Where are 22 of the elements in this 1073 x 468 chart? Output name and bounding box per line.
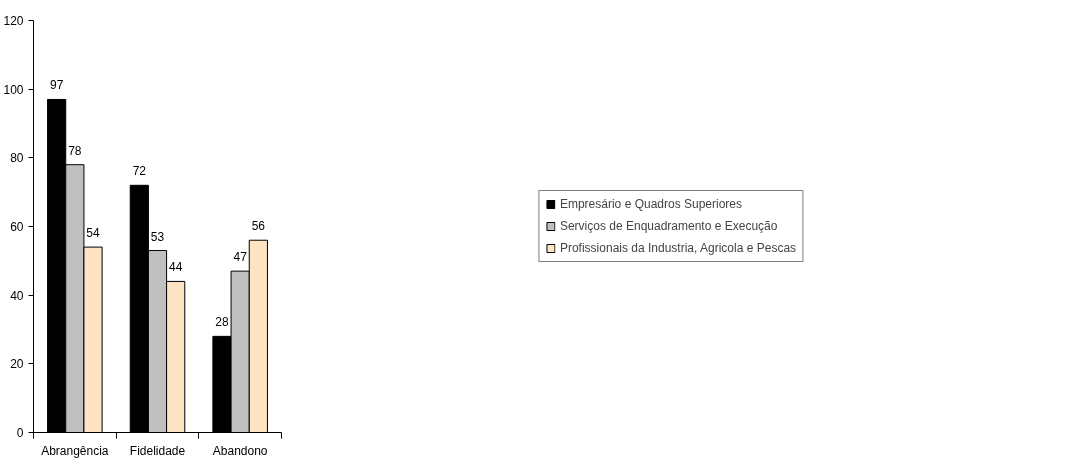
x-tick-label: Fidelidade bbox=[129, 443, 186, 458]
legend-label: Empresário e Quadros Superiores bbox=[559, 197, 743, 211]
data-label: 53 bbox=[150, 229, 165, 244]
x-tick-label: Abrangência bbox=[41, 443, 109, 458]
x-tick-label: Abandono bbox=[212, 443, 268, 458]
y-tick-label: 0 bbox=[16, 426, 24, 440]
data-label: 97 bbox=[49, 78, 64, 93]
y-tick-label: 60 bbox=[10, 220, 24, 234]
data-label: 72 bbox=[132, 164, 147, 179]
data-label: 47 bbox=[233, 250, 248, 265]
y-tick-label: 40 bbox=[10, 288, 24, 303]
data-label: 54 bbox=[86, 226, 101, 241]
data-label: 56 bbox=[251, 219, 266, 234]
data-label: 78 bbox=[68, 143, 82, 158]
legend-label: Serviços de Enquadramento e Execução bbox=[559, 219, 778, 233]
y-tick-label: 20 bbox=[10, 357, 24, 372]
data-label: 28 bbox=[215, 315, 229, 330]
data-label: 44 bbox=[169, 260, 183, 275]
y-tick-label: 120 bbox=[3, 14, 24, 28]
y-tick-label: 80 bbox=[10, 151, 24, 166]
y-tick-label: 100 bbox=[3, 82, 24, 97]
legend-label: Profissionais da Industria, Agricola e Pescas bbox=[559, 241, 797, 255]
